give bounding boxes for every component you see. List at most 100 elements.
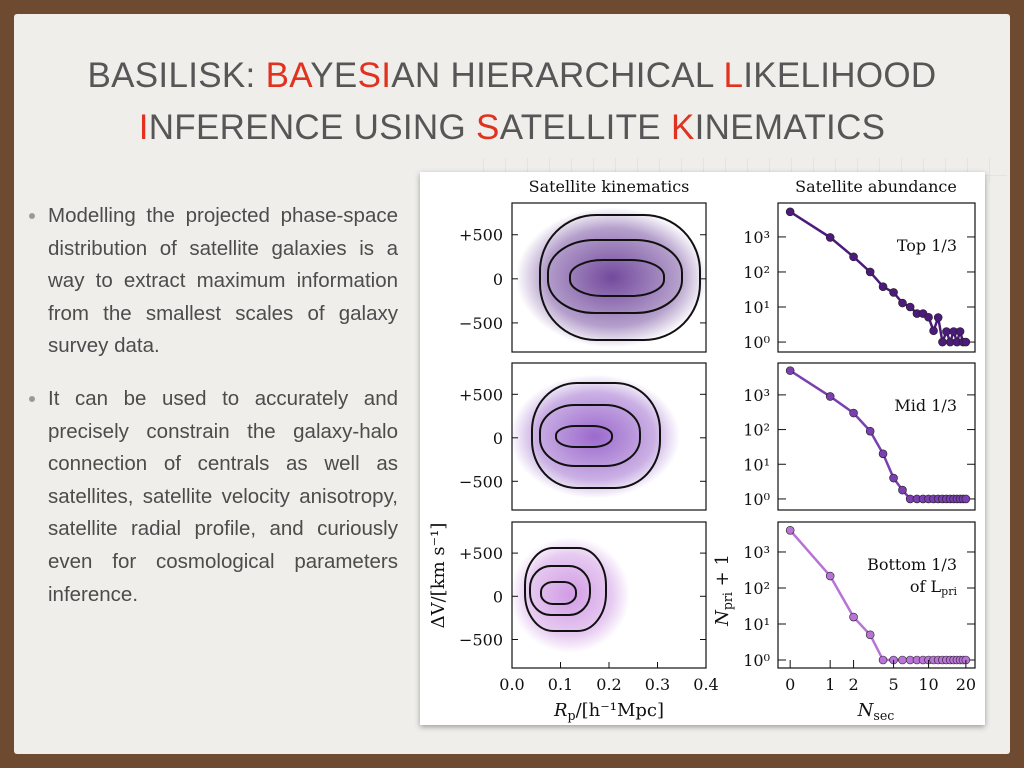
point xyxy=(825,392,835,401)
title-segment: BA xyxy=(265,56,311,95)
point xyxy=(878,282,888,291)
label-rest: /[h⁻¹Mpc] xyxy=(576,700,664,721)
contour xyxy=(531,382,661,489)
y-tick-label: +500 xyxy=(459,226,503,245)
x-tick-label: 1 xyxy=(825,675,835,694)
label-sub: p xyxy=(568,708,576,723)
y-tick-label: 10² xyxy=(743,263,770,282)
annotation-part: of L xyxy=(910,577,942,596)
title-segment: NFERENCE USING xyxy=(148,108,477,147)
label-main: N xyxy=(712,609,733,627)
x-tick-label: 20 xyxy=(956,675,976,694)
point xyxy=(865,630,875,640)
bullet-list: Modelling the projected phase-space dist… xyxy=(22,200,398,631)
point xyxy=(785,207,795,217)
x-tick-label: 0.0 xyxy=(499,675,524,694)
plot-frame xyxy=(777,521,976,669)
title-segment: YE xyxy=(310,56,358,95)
density-cloud xyxy=(516,207,708,348)
y-tick-label: 10³ xyxy=(743,228,770,247)
y-tick-label: −500 xyxy=(459,630,503,649)
y-tick-label: 10¹ xyxy=(743,455,770,474)
title-segment: IKELIHOOD xyxy=(743,56,937,95)
y-tick-label: +500 xyxy=(459,385,503,404)
y-tick-label: −500 xyxy=(459,314,503,333)
title-segment: I xyxy=(138,108,149,147)
density-cloud xyxy=(510,374,680,499)
x-tick-label: 0.3 xyxy=(645,675,670,694)
point xyxy=(878,449,888,459)
y-tick-label: 10² xyxy=(743,421,770,440)
point xyxy=(825,233,835,242)
y-tick-label: 0 xyxy=(493,429,503,448)
contour xyxy=(540,581,577,605)
y-axis-label: ΔV/[km s⁻¹] xyxy=(428,523,449,629)
point xyxy=(955,327,965,336)
point xyxy=(933,313,943,322)
point xyxy=(889,473,898,483)
axis-label: Rp/[h⁻¹Mpc] xyxy=(553,700,664,723)
point xyxy=(878,655,888,665)
point xyxy=(898,655,907,665)
plot-frame xyxy=(511,362,707,511)
title-segment: ATELLITE xyxy=(499,108,671,147)
title-segment: S xyxy=(476,108,500,147)
y-tick-label: 10¹ xyxy=(743,298,770,317)
title-segment: AN HIERARCHICAL xyxy=(391,56,724,95)
point xyxy=(938,337,947,347)
point xyxy=(849,408,858,418)
point xyxy=(865,267,875,277)
y-tick-label: 10⁰ xyxy=(743,651,770,670)
label-sub: sec xyxy=(873,708,894,723)
label-sub: pri xyxy=(720,592,735,610)
y-tick-label: 10³ xyxy=(743,543,770,562)
label-main: N xyxy=(857,700,875,721)
plot-frame xyxy=(777,362,976,511)
axis-label: Nsec xyxy=(857,700,895,723)
label-rest: + 1 xyxy=(712,554,733,592)
contour xyxy=(524,547,607,632)
y-tick-label: +500 xyxy=(459,544,503,563)
contour xyxy=(529,565,591,616)
plot-frame xyxy=(777,202,976,353)
x-tick-label: 2 xyxy=(848,675,858,694)
x-tick-label: 10 xyxy=(918,675,938,694)
bullet: Modelling the projected phase-space dist… xyxy=(48,200,398,363)
point xyxy=(961,494,971,504)
x-tick-label: 0.4 xyxy=(693,675,718,694)
y-tick-label: 10⁰ xyxy=(743,333,770,352)
title-segment: BASILISK: xyxy=(87,56,266,95)
contour xyxy=(555,425,613,448)
x-tick-label: 5 xyxy=(888,675,898,694)
y-tick-label: 0 xyxy=(493,587,503,606)
point xyxy=(961,337,971,347)
y-tick-label: 10¹ xyxy=(743,615,770,634)
point xyxy=(929,326,938,336)
y-tick-label: 10³ xyxy=(743,386,770,405)
point xyxy=(898,298,907,308)
contour xyxy=(569,259,665,297)
annotation: Mid 1/3 xyxy=(894,396,957,415)
title-segment: INEMATICS xyxy=(694,108,886,147)
title-segment: SI xyxy=(357,56,392,95)
title-segment: L xyxy=(723,56,744,95)
panel-title: Satellite abundance xyxy=(795,177,957,196)
y-tick-label: 10⁰ xyxy=(743,490,770,509)
point xyxy=(849,612,858,622)
label-main: R xyxy=(553,700,568,721)
bullet: It can be used to accurately and precise… xyxy=(48,383,398,611)
plot-frame xyxy=(511,202,707,353)
annotation: of Lpri xyxy=(910,577,958,598)
point xyxy=(865,426,875,436)
point xyxy=(785,525,795,535)
y-tick-label: −500 xyxy=(459,472,503,491)
title-segment: K xyxy=(670,108,695,147)
slide-title: BASILISK: BAYESIAN HIERARCHICAL LIKELIHO… xyxy=(0,50,1024,154)
panel-title: Satellite kinematics xyxy=(529,177,690,196)
y-tick-label: 10² xyxy=(743,579,770,598)
point xyxy=(849,252,858,262)
annotation: Bottom 1/3 xyxy=(867,555,957,574)
title-line: INFERENCE USING SATELLITE KINEMATICS xyxy=(0,102,1024,154)
point xyxy=(898,485,907,495)
